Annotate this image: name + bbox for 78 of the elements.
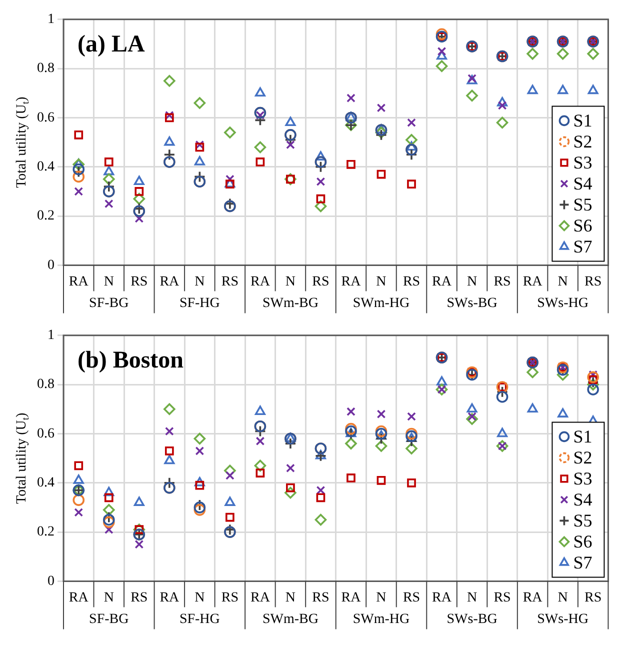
legend-label: S5 [573,510,592,530]
y-axis-title: Total utility (Ut) [14,96,32,188]
text: (b) Boston [78,348,184,374]
legend-label: S1 [573,426,592,446]
y-tick-label: 0.4 [37,160,54,175]
y-axis-title: Total utility (Ut) [14,412,32,504]
x-tick-label: N [104,590,114,606]
text: SWs-BG [446,612,498,627]
y-tick-label: 0.8 [37,61,54,76]
text: SF-HG [179,612,220,627]
x-tick-label: RA [432,274,452,290]
legend-label: S4 [573,173,592,194]
x-tick-label: RA [432,590,452,606]
x-tick-label: RS [402,274,420,290]
text: (a) LA [78,32,146,58]
y-tick-label: 0 [48,574,54,589]
legend-label: S7 [573,236,592,256]
y-tick-label: 1 [48,328,54,344]
y-tick-label: 0.4 [37,476,54,491]
x-tick-label: RS [130,590,148,606]
x-tick-label: N [285,590,296,606]
x-tick-label: RS [584,274,602,290]
legend-label: S3 [573,468,592,488]
x-tick-label: RS [494,274,511,290]
y-tick-label: 0 [48,258,54,273]
x-tick-label: RS [221,590,238,606]
y-tick-label: 0.2 [37,524,54,540]
x-tick-label: RA [68,274,90,290]
x-tick-label: RS [494,590,511,606]
x-tick-label: N [376,274,386,290]
legend-label: S4 [573,489,592,510]
x-tick-label: RS [402,590,420,606]
x-tick-label: RS [130,274,148,290]
x-tick-label: RA [250,590,271,606]
y-tick-label: 0.8 [37,377,54,392]
legend-label: S2 [573,131,592,152]
x-tick-label: N [194,590,205,606]
x-tick-label: RA [160,274,180,290]
legend-label: S2 [573,447,592,468]
x-tick-label: RS [584,590,602,606]
x-tick-label: N [466,590,478,606]
text: SF-HG [179,296,220,311]
x-tick-label: N [558,590,568,606]
text: SWm-BG [262,296,318,311]
x-tick-label: N [558,274,568,290]
legend-label: S1 [573,110,592,130]
text: SWm-HG [352,612,410,627]
legend-label: S3 [573,152,592,172]
text: SWs-BG [446,296,498,311]
text: SWm-HG [352,296,410,311]
x-tick-label: RS [221,274,238,290]
text: SF-BG [89,296,129,311]
x-tick-label: RA [68,590,90,606]
x-tick-label: RA [522,590,544,606]
y-tick-label: 0.2 [37,208,54,224]
legend-label: S6 [573,215,592,236]
x-tick-label: N [194,274,205,290]
legend-label: S5 [573,194,592,214]
text: SWm-BG [262,612,318,627]
text: SWs-HG [537,612,588,627]
x-tick-label: RS [312,274,330,290]
text: SF-BG [89,612,129,627]
x-tick-label: RA [250,274,271,290]
legend-label: S6 [573,531,592,552]
x-tick-label: RS [312,590,330,606]
x-tick-label: RA [341,590,362,606]
x-tick-label: N [104,274,114,290]
y-tick-label: 1 [48,12,54,28]
legend-label: S7 [573,552,592,572]
y-tick-label: 0.6 [37,426,54,442]
x-tick-label: N [466,274,478,290]
x-tick-label: N [285,274,296,290]
x-tick-label: RA [522,274,544,290]
text: SWs-HG [537,296,588,311]
x-tick-label: N [376,590,386,606]
x-tick-label: RA [341,274,362,290]
x-tick-label: RA [160,590,180,606]
y-tick-label: 0.6 [37,110,54,126]
